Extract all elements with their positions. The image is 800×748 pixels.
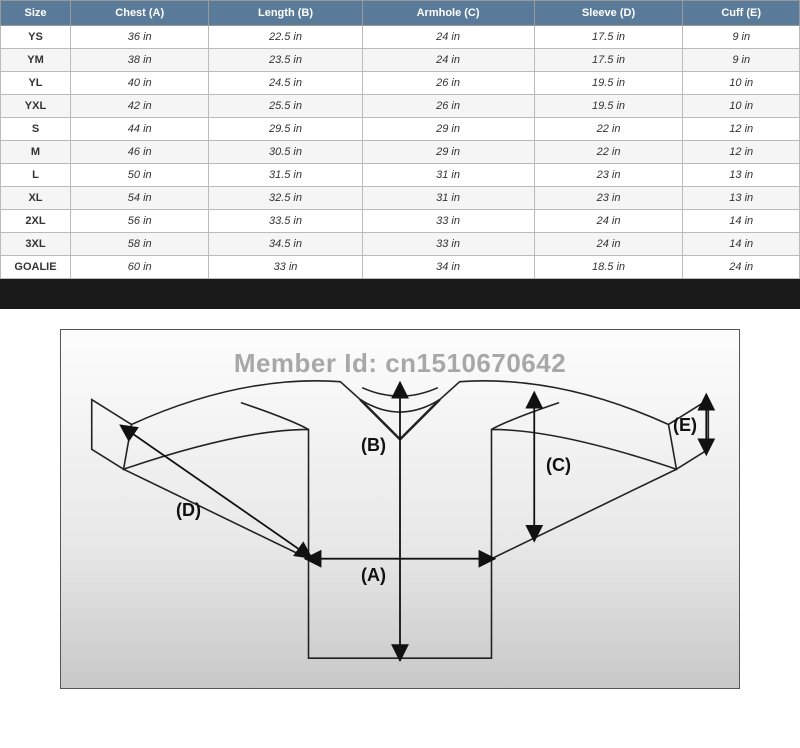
measure-cell: 33 in: [362, 233, 534, 256]
table-row: YL40 in24.5 in26 in19.5 in10 in: [1, 72, 800, 95]
col-armhole: Armhole (C): [362, 1, 534, 26]
measure-cell: 29 in: [362, 141, 534, 164]
measure-cell: 33.5 in: [209, 210, 362, 233]
measure-cell: 24 in: [362, 26, 534, 49]
measure-cell: 13 in: [683, 187, 800, 210]
size-cell: YXL: [1, 95, 71, 118]
measure-cell: 50 in: [71, 164, 209, 187]
diagram-container: Member Id: cn1510670642: [0, 309, 800, 709]
measure-cell: 26 in: [362, 95, 534, 118]
measure-cell: 31.5 in: [209, 164, 362, 187]
measure-cell: 19.5 in: [534, 95, 683, 118]
col-sleeve: Sleeve (D): [534, 1, 683, 26]
col-chest: Chest (A): [71, 1, 209, 26]
measure-cell: 29.5 in: [209, 118, 362, 141]
measure-cell: 23 in: [534, 187, 683, 210]
measure-cell: 17.5 in: [534, 26, 683, 49]
measure-cell: 12 in: [683, 141, 800, 164]
measure-cell: 14 in: [683, 210, 800, 233]
measure-cell: 10 in: [683, 95, 800, 118]
measure-cell: 32.5 in: [209, 187, 362, 210]
measure-cell: 31 in: [362, 164, 534, 187]
measure-cell: 60 in: [71, 256, 209, 279]
measure-cell: 9 in: [683, 26, 800, 49]
size-cell: YS: [1, 26, 71, 49]
size-cell: S: [1, 118, 71, 141]
measure-cell: 30.5 in: [209, 141, 362, 164]
measure-cell: 29 in: [362, 118, 534, 141]
measure-cell: 25.5 in: [209, 95, 362, 118]
col-size: Size: [1, 1, 71, 26]
measure-cell: 22 in: [534, 141, 683, 164]
measure-cell: 22.5 in: [209, 26, 362, 49]
size-cell: XL: [1, 187, 71, 210]
measure-cell: 40 in: [71, 72, 209, 95]
measure-cell: 24 in: [362, 49, 534, 72]
measure-cell: 33 in: [209, 256, 362, 279]
size-cell: GOALIE: [1, 256, 71, 279]
measure-cell: 31 in: [362, 187, 534, 210]
size-cell: L: [1, 164, 71, 187]
size-chart-table: Size Chest (A) Length (B) Armhole (C) Sl…: [0, 0, 800, 279]
table-row: L50 in31.5 in31 in23 in13 in: [1, 164, 800, 187]
measure-cell: 18.5 in: [534, 256, 683, 279]
measure-cell: 54 in: [71, 187, 209, 210]
measure-cell: 46 in: [71, 141, 209, 164]
table-row: 2XL56 in33.5 in33 in24 in14 in: [1, 210, 800, 233]
jersey-svg: [61, 330, 739, 688]
measure-cell: 33 in: [362, 210, 534, 233]
table-row: M46 in30.5 in29 in22 in12 in: [1, 141, 800, 164]
measure-cell: 34 in: [362, 256, 534, 279]
measure-cell: 36 in: [71, 26, 209, 49]
measure-cell: 34.5 in: [209, 233, 362, 256]
measure-cell: 58 in: [71, 233, 209, 256]
measure-cell: 10 in: [683, 72, 800, 95]
measure-cell: 19.5 in: [534, 72, 683, 95]
measure-cell: 14 in: [683, 233, 800, 256]
measure-cell: 23 in: [534, 164, 683, 187]
measure-cell: 42 in: [71, 95, 209, 118]
measure-cell: 24 in: [534, 233, 683, 256]
jersey-diagram: Member Id: cn1510670642: [60, 329, 740, 689]
measure-cell: 56 in: [71, 210, 209, 233]
table-row: GOALIE60 in33 in34 in18.5 in24 in: [1, 256, 800, 279]
measure-cell: 17.5 in: [534, 49, 683, 72]
size-cell: 2XL: [1, 210, 71, 233]
dark-spacer: [0, 279, 800, 309]
table-row: 3XL58 in34.5 in33 in24 in14 in: [1, 233, 800, 256]
table-header-row: Size Chest (A) Length (B) Armhole (C) Sl…: [1, 1, 800, 26]
size-cell: 3XL: [1, 233, 71, 256]
table-row: XL54 in32.5 in31 in23 in13 in: [1, 187, 800, 210]
measure-cell: 13 in: [683, 164, 800, 187]
table-row: YM38 in23.5 in24 in17.5 in9 in: [1, 49, 800, 72]
size-cell: YL: [1, 72, 71, 95]
measure-cell: 24 in: [534, 210, 683, 233]
measure-cell: 24 in: [683, 256, 800, 279]
table-row: YS36 in22.5 in24 in17.5 in9 in: [1, 26, 800, 49]
col-length: Length (B): [209, 1, 362, 26]
measure-cell: 44 in: [71, 118, 209, 141]
measure-cell: 24.5 in: [209, 72, 362, 95]
measure-cell: 38 in: [71, 49, 209, 72]
measure-cell: 23.5 in: [209, 49, 362, 72]
measure-cell: 26 in: [362, 72, 534, 95]
measure-cell: 9 in: [683, 49, 800, 72]
table-row: S44 in29.5 in29 in22 in12 in: [1, 118, 800, 141]
size-cell: YM: [1, 49, 71, 72]
size-cell: M: [1, 141, 71, 164]
measure-cell: 12 in: [683, 118, 800, 141]
measure-cell: 22 in: [534, 118, 683, 141]
col-cuff: Cuff (E): [683, 1, 800, 26]
table-row: YXL42 in25.5 in26 in19.5 in10 in: [1, 95, 800, 118]
